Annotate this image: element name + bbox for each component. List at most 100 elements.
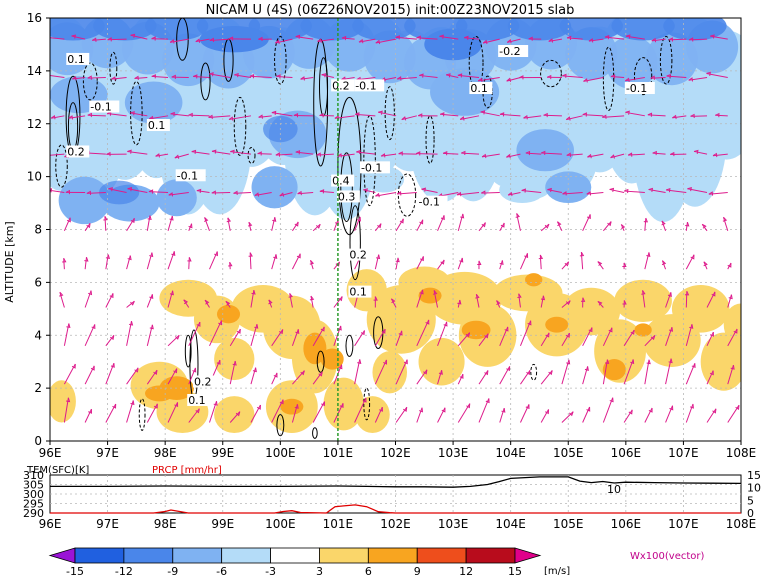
wind-vector-head: [610, 74, 616, 79]
contour-label-bg: [336, 190, 360, 203]
colorbar-end-triangle: [514, 547, 542, 564]
wind-vector-head: [381, 329, 386, 334]
wind-vector-head: [192, 367, 197, 373]
wind-vector-head: [127, 187, 133, 192]
wind-vector-head: [105, 254, 111, 259]
wind-vector-head: [295, 329, 300, 335]
wind-vector-head: [147, 215, 152, 220]
wind-vector: [250, 290, 255, 308]
wind-vector: [461, 152, 480, 155]
wind-vector-head: [72, 76, 77, 81]
wind-vector-head: [209, 72, 214, 77]
contour-label: -0.2: [499, 45, 520, 58]
contour-label-bg: [348, 248, 372, 261]
colorbar-tick-label: 6: [365, 565, 372, 575]
wind-vector-head: [254, 192, 260, 197]
wind-vector-head: [272, 217, 277, 222]
wind-vector-head: [506, 153, 511, 159]
wind-vector-head: [380, 153, 386, 158]
wind-vector: [248, 222, 252, 231]
wind-vector-head: [519, 75, 524, 80]
wind-vector-head: [296, 253, 301, 259]
wind-vector: [170, 113, 189, 117]
wind-vector-head: [643, 217, 649, 223]
contour-line: [659, 36, 673, 85]
wind-vector: [84, 257, 87, 270]
wind-vector-head: [605, 359, 610, 365]
contour-label: 0.2: [194, 375, 212, 388]
wind-vector-head: [586, 191, 592, 196]
colorbar-segment: [270, 547, 320, 564]
wind-vector: [167, 215, 173, 231]
colorbar-tick-label: 9: [414, 565, 421, 575]
wind-vector-head: [648, 407, 653, 413]
wind-vector: [312, 223, 321, 232]
wind-vector-head: [526, 370, 531, 376]
wind-vector-head: [477, 77, 483, 83]
shaded-region: [516, 129, 575, 172]
colorbar-segment: [465, 547, 516, 564]
wind-vector-head: [481, 222, 486, 228]
shaded-region: [214, 396, 255, 434]
wind-vector-head: [91, 324, 96, 330]
contour-label-bg: [331, 79, 355, 92]
wind-vector-head: [524, 253, 529, 259]
wind-vector: [354, 397, 367, 423]
wind-vector-head: [363, 188, 368, 193]
wind-vector-head: [395, 35, 400, 40]
wind-vector-head: [228, 261, 233, 267]
wind-vector: [271, 372, 278, 385]
wind-vector-head: [196, 322, 201, 327]
wind-vector-head: [710, 34, 715, 39]
wind-vector-head: [128, 320, 134, 326]
wind-vector-head: [228, 36, 234, 41]
wind-vector: [482, 38, 500, 44]
wind-vector-head: [300, 370, 305, 376]
x-tick-label: 98E: [154, 446, 177, 460]
wind-vector-head: [525, 150, 531, 156]
contour-label-bg: [175, 169, 206, 182]
contour-label: 0.1: [470, 82, 488, 95]
surface-x-tick-labels: 96E 97E 98E 99E 100E 101E 102E 103E 104E 105E 106E…: [39, 517, 757, 531]
wind-vector-head: [362, 397, 367, 403]
wind-vector-head: [275, 152, 281, 157]
wind-vector: [300, 76, 314, 80]
wind-vector-head: [646, 359, 651, 365]
wind-vector-head: [203, 217, 209, 222]
x-tick-label: 102E: [380, 446, 411, 460]
colorbar-tick-label: 15: [508, 565, 522, 575]
wind-vector: [229, 411, 241, 423]
contour-line: [530, 363, 538, 381]
wind-vector: [556, 221, 563, 232]
contour-line: [200, 62, 211, 101]
wind-vector-head: [610, 154, 615, 159]
wind-vector: [661, 220, 667, 231]
contour-line: [384, 86, 395, 141]
wind-vector-head: [712, 152, 718, 158]
wind-vector: [381, 153, 397, 157]
wind-vector: [437, 321, 448, 347]
wind-vector-head: [279, 329, 284, 335]
wind-vector-head: [440, 215, 445, 221]
wind-vector: [358, 38, 376, 43]
x-tick-label: 97E: [96, 446, 119, 460]
wind-vector: [648, 189, 666, 193]
wind-vector-head: [295, 150, 301, 155]
wind-vector: [204, 299, 210, 308]
wind-vector-head: [627, 152, 633, 157]
wind-vector-head: [481, 190, 486, 195]
wind-vector-head: [459, 374, 464, 379]
wind-vector: [582, 214, 591, 232]
wind-vector-head: [103, 215, 108, 221]
wind-vector-head: [258, 36, 263, 42]
wind-vector-head: [293, 112, 299, 118]
wind-vector-head: [499, 112, 505, 117]
wind-vector: [316, 153, 334, 156]
wind-vector: [668, 38, 687, 41]
wind-vector-head: [432, 290, 438, 295]
shaded-region: [372, 351, 408, 394]
contour-label-bg: [624, 82, 655, 95]
wind-vector-head: [419, 407, 424, 413]
wind-vector-head: [597, 261, 603, 266]
wind-vector-head: [337, 153, 342, 158]
